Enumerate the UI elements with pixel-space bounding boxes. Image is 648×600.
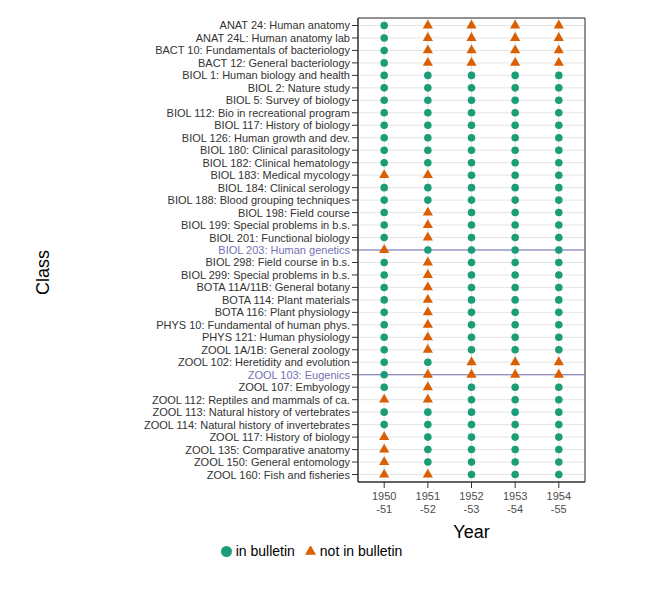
svg-text:ZOOL 113: Natural history of v: ZOOL 113: Natural history of vertebrates	[153, 406, 351, 418]
html-text:not in bulletin: not in bulletin	[319, 543, 403, 559]
svg-text:Year: Year	[453, 522, 489, 542]
svg-text:BIOL 299: Special problems in: BIOL 299: Special problems in b.s.	[181, 269, 350, 281]
svg-text:ZOOL 160: Fish and fisheries: ZOOL 160: Fish and fisheries	[207, 469, 351, 481]
svg-text:Class: Class	[33, 250, 53, 295]
svg-text:BIOL 2: Nature study: BIOL 2: Nature study	[248, 82, 351, 94]
svg-text:ZOOL 112: Reptiles and mammals: ZOOL 112: Reptiles and mammals of ca.	[152, 394, 350, 406]
svg-text:BIOL 199: Special problems in: BIOL 199: Special problems in b.s.	[181, 219, 350, 231]
svg-text:ZOOL 102: Heretidity and evolu: ZOOL 102: Heretidity and evolution	[178, 356, 350, 368]
svg-text:ZOOL 117: History of biology: ZOOL 117: History of biology	[209, 431, 350, 443]
svg-text:BOTA 114: Plant materials: BOTA 114: Plant materials	[222, 294, 350, 306]
svg-text:1953-54: 1953-54	[503, 490, 527, 515]
svg-text:BIOL 5: Survey of biology: BIOL 5: Survey of biology	[226, 94, 351, 106]
svg-text:1951-52: 1951-52	[416, 490, 440, 515]
svg-text:ZOOL 135: Comparative anatomy: ZOOL 135: Comparative anatomy	[185, 444, 350, 456]
svg-text:1950-51: 1950-51	[372, 490, 396, 515]
svg-text:ZOOL 114: Natural history of i: ZOOL 114: Natural history of invertebrat…	[144, 419, 351, 431]
svg-text:BIOL 182: Clinical hematology: BIOL 182: Clinical hematology	[202, 157, 350, 169]
svg-text:ZOOL 107: Embyology: ZOOL 107: Embyology	[239, 381, 351, 393]
svg-text:BOTA 11A/11B: General botany: BOTA 11A/11B: General botany	[197, 281, 351, 293]
svg-text:BIOL 117: History of biology: BIOL 117: History of biology	[214, 119, 350, 131]
svg-text:BIOL 203: Human genetics: BIOL 203: Human genetics	[218, 244, 350, 256]
svg-text:BIOL 298: Field course in b.s.: BIOL 298: Field course in b.s.	[206, 256, 351, 268]
svg-text:ANAT 24L: Human anatomy lab: ANAT 24L: Human anatomy lab	[196, 32, 350, 44]
svg-text:ZOOL 150: General entomology: ZOOL 150: General entomology	[194, 456, 351, 468]
svg-text:ZOOL 103: Eugenics: ZOOL 103: Eugenics	[248, 369, 351, 381]
svg-text:BIOL 126: Human growth and dev: BIOL 126: Human growth and dev.	[182, 132, 350, 144]
svg-text:BIOL 112: Bio in recreational: BIOL 112: Bio in recreational program	[167, 107, 350, 119]
svg-text:BACT 12: General bacteriology: BACT 12: General bacteriology	[198, 57, 351, 69]
svg-text:BACT 10: Fundamentals of bacte: BACT 10: Fundamentals of bacteriology	[155, 44, 350, 56]
svg-text:BIOL 201: Functional biology: BIOL 201: Functional biology	[209, 232, 350, 244]
svg-text:BIOL 188: Blood grouping techn: BIOL 188: Blood grouping techniques	[168, 194, 351, 206]
svg-text:ZOOL 1A/1B: General zoology: ZOOL 1A/1B: General zoology	[201, 344, 350, 356]
svg-text:1952-53: 1952-53	[459, 490, 483, 515]
html-text:in bulletin: in bulletin	[235, 543, 295, 559]
svg-text:BIOL 1: Human biology and heal: BIOL 1: Human biology and health	[182, 69, 350, 81]
svg-text:BIOL 183: Medical mycology: BIOL 183: Medical mycology	[210, 169, 350, 181]
svg-text:ANAT 24: Human anatomy: ANAT 24: Human anatomy	[220, 19, 351, 31]
svg-text:PHYS 121: Human physiology: PHYS 121: Human physiology	[202, 331, 350, 343]
svg-text:BIOL 198: Field course: BIOL 198: Field course	[238, 207, 350, 219]
svg-text:1954-55: 1954-55	[547, 490, 571, 515]
svg-text:BIOL 180: Clinical parasitolog: BIOL 180: Clinical parasitology	[200, 144, 351, 156]
svg-text:PHYS 10: Fundamental of human: PHYS 10: Fundamental of human phys.	[156, 319, 350, 331]
svg-text:BIOL 184: Clinical serology: BIOL 184: Clinical serology	[218, 182, 351, 194]
svg-text:BOTA 116: Plant physiology: BOTA 116: Plant physiology	[215, 306, 351, 318]
